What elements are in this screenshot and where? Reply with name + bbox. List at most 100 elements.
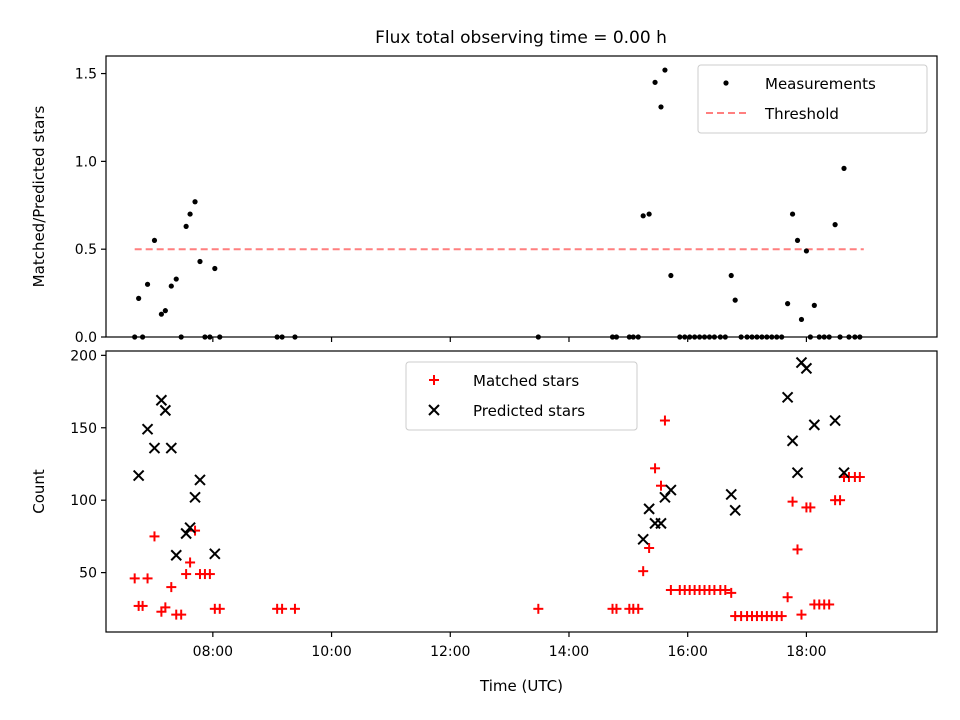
- bottom-x-axis-label: Time (UTC): [479, 677, 563, 695]
- matched-star-point: [655, 480, 666, 491]
- matched-star-point: [824, 599, 835, 610]
- predicted-star-point: [838, 466, 850, 479]
- legend-box: [697, 64, 928, 134]
- predicted-star-point-b: [791, 466, 804, 479]
- predicted-star-point-b: [829, 414, 841, 427]
- matched-star-point: [665, 584, 676, 595]
- matched-star-point: [204, 569, 215, 580]
- figure-title: Flux total observing time = 0.00 h: [375, 28, 667, 48]
- bottom-legend: Matched stars Predicted stars: [405, 361, 638, 431]
- measurement-point: [732, 297, 738, 303]
- measurement-point: [187, 211, 193, 217]
- measurement-point: [168, 283, 174, 289]
- matched-star-point: [659, 415, 670, 426]
- top-legend: Measurements Threshold: [697, 64, 928, 134]
- measurement-point: [212, 265, 218, 272]
- top-x-ticks: [212, 337, 808, 342]
- matched-star-point: [650, 463, 661, 474]
- x-tick-label: 16:00: [668, 644, 708, 660]
- y-tick-label: 200: [70, 348, 97, 364]
- matched-star-point: [782, 592, 793, 603]
- bottom-plot-marks: [129, 356, 865, 622]
- y-tick-label: 0.0: [75, 330, 97, 346]
- matched-star-point: [160, 602, 171, 613]
- predicted-star-point-b: [786, 435, 799, 447]
- matched-star-point: [129, 573, 140, 584]
- matched-star-point: [792, 544, 803, 555]
- predicted-star-point: [781, 391, 794, 404]
- predicted-star-point-b: [194, 474, 206, 486]
- predicted-star-point: [637, 533, 649, 546]
- matched-star-point: [835, 495, 846, 506]
- measurement-point: [794, 237, 801, 244]
- measurement-point: [832, 222, 838, 228]
- predicted-star-point-b: [180, 527, 192, 540]
- matched-star-point: [776, 611, 787, 622]
- matched-star-point: [787, 496, 798, 507]
- bottom-y-axis-label: Count: [30, 469, 48, 514]
- bottom-axes-frame: [105, 350, 938, 633]
- measurement-point: [789, 211, 796, 217]
- bottom-y-ticks: 50 100 150 200: [70, 348, 106, 582]
- predicted-star-point-b: [170, 549, 182, 561]
- measurement-point: [728, 272, 734, 279]
- x-tick-label: 08:00: [193, 644, 233, 660]
- predicted-star-point-b: [781, 391, 794, 404]
- x-tick-label: 12:00: [430, 644, 470, 660]
- predicted-star-point: [665, 484, 677, 496]
- predicted-star-point: [141, 423, 154, 435]
- series-predicted-stars: [132, 356, 850, 561]
- predicted-star-point: [170, 549, 182, 561]
- matched-star-point: [533, 603, 544, 614]
- y-tick-label: 1.5: [75, 67, 97, 83]
- top-axes-frame: [105, 55, 938, 338]
- predicted-star-point-b: [808, 419, 821, 431]
- x-tick-label: 14:00: [549, 644, 589, 660]
- predicted-star-point: [132, 469, 145, 482]
- matched-star-point: [185, 557, 196, 568]
- predicted-star-point-b: [725, 488, 737, 501]
- predicted-star-point: [189, 491, 201, 504]
- bottom-x-ticks: 08:00 10:00 12:00 14:00 16:00 18:00: [193, 632, 827, 660]
- predicted-star-point: [643, 503, 655, 515]
- predicted-star-point: [165, 442, 177, 454]
- predicted-star-point: [155, 394, 168, 406]
- predicted-star-point: [786, 435, 799, 447]
- predicted-star-point-b: [184, 522, 196, 534]
- predicted-star-point-b: [655, 517, 667, 530]
- measurement-point: [798, 316, 805, 323]
- measurement-point: [785, 301, 791, 307]
- legend-label: Measurements: [765, 75, 876, 93]
- legend-label: Threshold: [764, 105, 839, 123]
- top-y-axis-label: Matched/Predicted stars: [30, 106, 48, 288]
- matched-star-point: [796, 609, 807, 620]
- measurement-point: [183, 223, 189, 229]
- legend-label: Predicted stars: [473, 402, 585, 420]
- measurement-point: [173, 276, 179, 282]
- predicted-star-point-b: [643, 503, 655, 515]
- measurement-point: [652, 79, 658, 85]
- measurement-point: [162, 308, 168, 314]
- matched-star-point: [633, 603, 644, 614]
- measurement-point: [803, 248, 810, 254]
- measurement-point: [662, 67, 668, 73]
- predicted-star-point: [655, 517, 667, 530]
- measurement-point: [136, 295, 142, 301]
- bottom-panel: 08:00 10:00 12:00 14:00 16:00 18:00 50 100 150 2…: [30, 348, 938, 695]
- matched-star-point: [214, 603, 225, 614]
- measurement-point: [197, 258, 203, 265]
- measurement-point: [144, 281, 151, 287]
- predicted-star-point: [148, 442, 161, 454]
- matched-star-point: [166, 582, 177, 593]
- measurement-point: [841, 165, 847, 171]
- y-tick-label: 150: [70, 421, 97, 437]
- y-tick-label: 100: [70, 493, 97, 509]
- predicted-star-point: [791, 466, 804, 479]
- predicted-star-point-b: [665, 484, 677, 496]
- matched-star-point: [644, 542, 655, 553]
- matched-star-point: [277, 603, 288, 614]
- measurement-point: [658, 104, 664, 110]
- measurement-point: [192, 199, 198, 205]
- predicted-star-point-b: [729, 504, 741, 517]
